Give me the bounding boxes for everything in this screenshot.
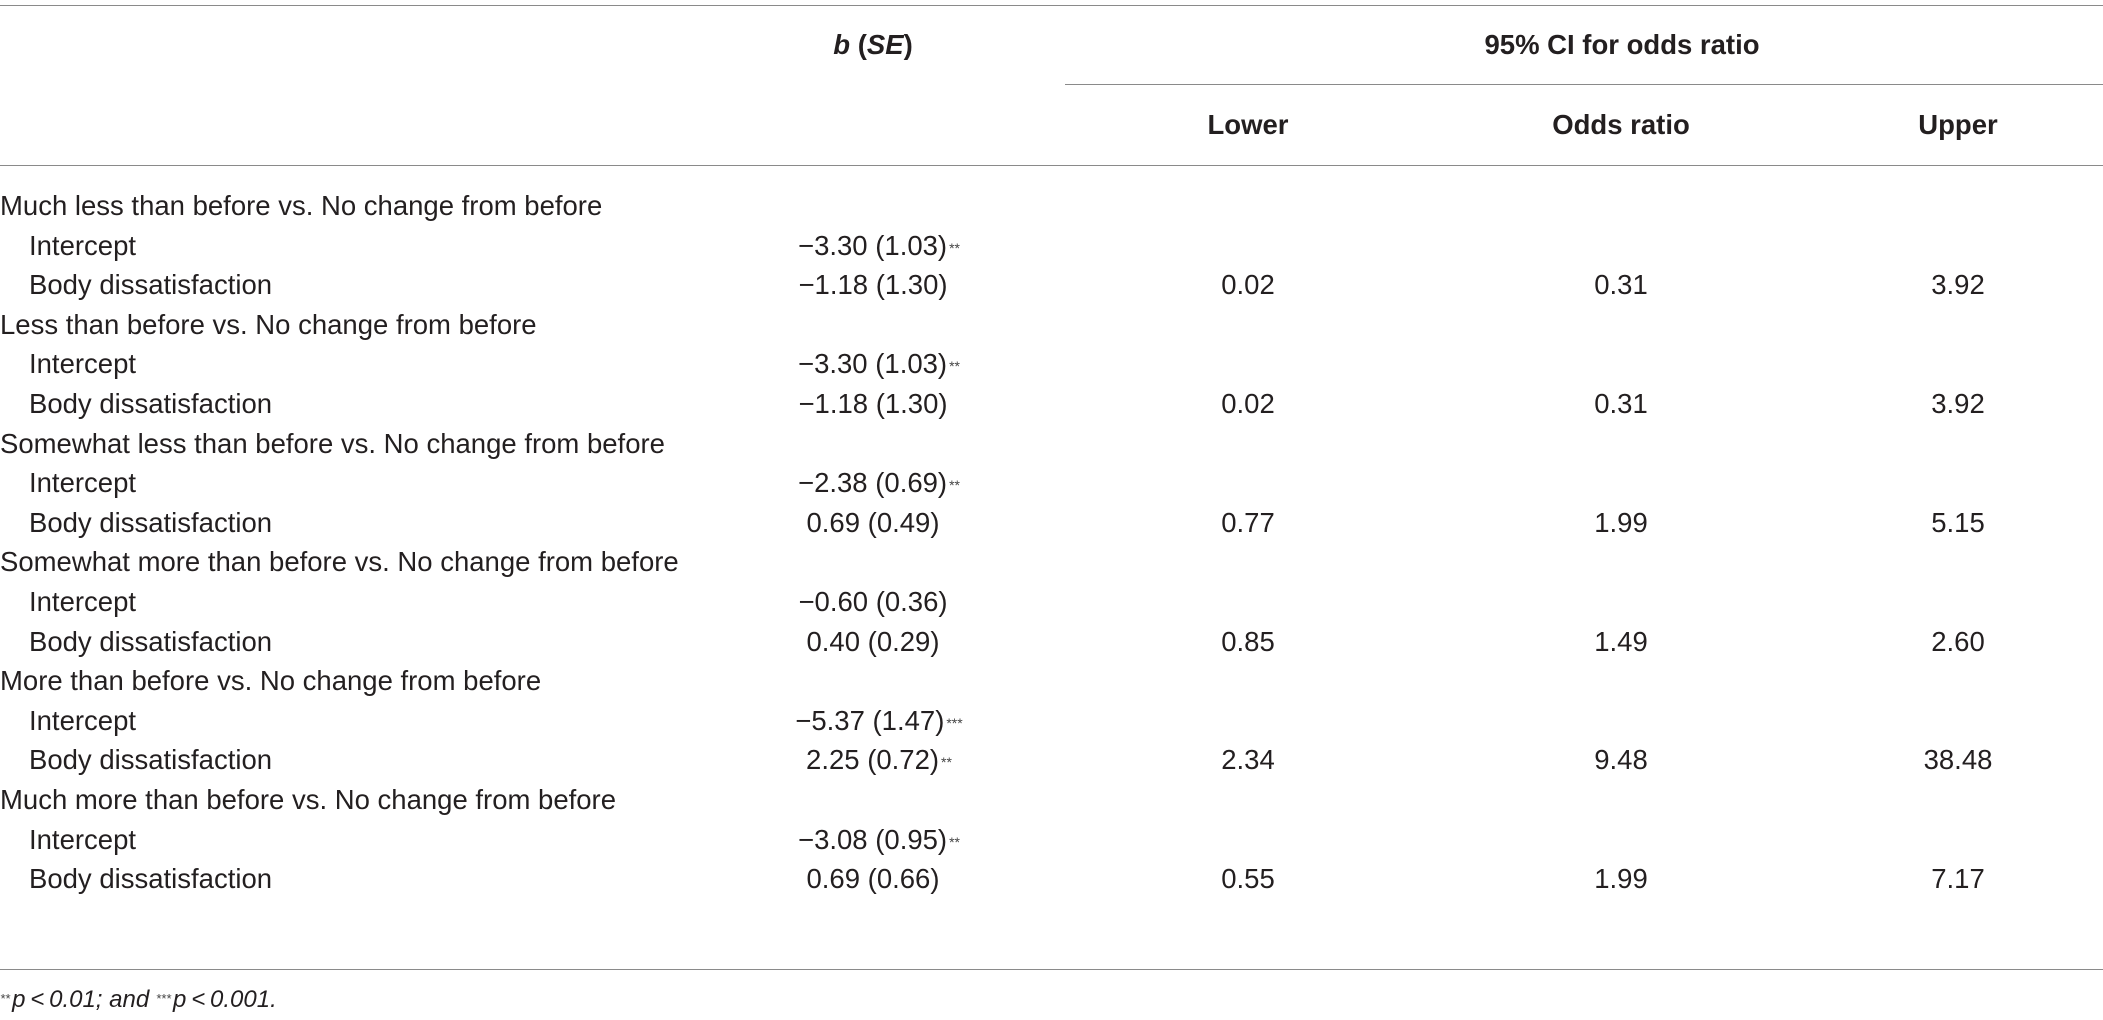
row-label: Body dissatisfaction <box>29 744 273 775</box>
odds-ratio-value: 1.49 <box>1594 626 1648 657</box>
significance-marker: ** <box>949 834 960 850</box>
header-b: b <box>833 29 851 60</box>
row-label: Body dissatisfaction <box>29 388 273 419</box>
significance-marker: *** <box>946 715 963 731</box>
b-se-value: 0.69 (0.66) <box>806 862 939 896</box>
ci-lower-value: 0.85 <box>1221 626 1275 657</box>
bottom-rule <box>0 969 2103 970</box>
b-se-value: −1.18 (1.30) <box>798 387 947 421</box>
odds-ratio-value: 0.31 <box>1594 388 1648 419</box>
footnote-sig2: *** <box>155 991 172 1006</box>
row-label: Intercept <box>29 705 137 736</box>
ci-upper-value: 38.48 <box>1923 744 1993 775</box>
ci-upper-value: 2.60 <box>1931 626 1985 657</box>
b-se-value: −1.18 (1.30) <box>798 268 947 302</box>
b-se-text: −3.30 (1.03) <box>798 348 948 379</box>
b-se-value: −3.08 (0.95) ** <box>798 823 960 857</box>
ci-lower-value: 2.34 <box>1221 744 1275 775</box>
header-odds-ratio: Odds ratio <box>1552 109 1690 140</box>
group-label: Somewhat more than before vs. No change … <box>0 546 679 577</box>
b-se-text: −2.38 (0.69) <box>798 467 948 498</box>
b-se-text: −1.18 (1.30) <box>798 269 948 300</box>
b-se-value: 0.69 (0.49) <box>806 506 939 540</box>
b-se-value: −3.30 (1.03) ** <box>798 347 960 381</box>
group-label: Much less than before vs. No change from… <box>0 190 603 221</box>
odds-ratio-value: 1.99 <box>1594 507 1648 538</box>
odds-ratio-value: 0.31 <box>1594 269 1648 300</box>
b-se-text: −1.18 (1.30) <box>798 388 948 419</box>
significance-marker: ** <box>949 477 960 493</box>
row-label: Intercept <box>29 824 137 855</box>
header-paren-open: ( <box>850 29 867 60</box>
b-se-value: −5.37 (1.47) *** <box>795 704 962 738</box>
header-upper: Upper <box>1918 109 1998 140</box>
ci-lower-value: 0.02 <box>1221 269 1275 300</box>
b-se-text: −3.30 (1.03) <box>798 230 948 261</box>
header-b-se: b (SE) <box>833 28 912 62</box>
footnote-text2: p < 0.001. <box>173 986 277 1013</box>
ci-upper-value: 3.92 <box>1931 388 1985 419</box>
header-ci-group: 95% CI for odds ratio <box>1484 29 1760 60</box>
b-se-value: −2.38 (0.69) ** <box>798 466 960 500</box>
b-se-text: 0.40 (0.29) <box>806 626 940 657</box>
b-se-text: 0.69 (0.49) <box>806 507 940 538</box>
ci-lower-value: 0.02 <box>1221 388 1275 419</box>
group-label: Somewhat less than before vs. No change … <box>0 428 665 459</box>
b-se-text: −5.37 (1.47) <box>795 705 945 736</box>
row-label: Body dissatisfaction <box>29 269 273 300</box>
ci-upper-value: 5.15 <box>1931 507 1985 538</box>
header-lower: Lower <box>1207 109 1289 140</box>
row-label: Intercept <box>29 230 137 261</box>
footnote-sig1: ** <box>0 991 11 1006</box>
group-label: Much more than before vs. No change from… <box>0 784 617 815</box>
significance-marker: ** <box>949 240 960 256</box>
b-se-text: −0.60 (0.36) <box>798 586 948 617</box>
row-label: Intercept <box>29 586 137 617</box>
ci-lower-value: 0.55 <box>1221 863 1275 894</box>
b-se-value: 0.40 (0.29) <box>806 625 939 659</box>
b-se-text: 2.25 (0.72) <box>806 744 940 775</box>
top-rule <box>0 5 2103 6</box>
odds-ratio-value: 1.99 <box>1594 863 1648 894</box>
significance-marker: ** <box>949 358 960 374</box>
row-label: Intercept <box>29 467 137 498</box>
b-se-value: −3.30 (1.03) ** <box>798 229 960 263</box>
b-se-text: 0.69 (0.66) <box>806 863 940 894</box>
header-paren-close: ) <box>903 29 913 60</box>
significance-marker: ** <box>941 754 952 770</box>
row-label: Body dissatisfaction <box>29 863 273 894</box>
ci-group-rule <box>1065 84 2103 85</box>
odds-ratio-value: 9.48 <box>1594 744 1648 775</box>
footnote: **p < 0.01; and ***p < 0.001. <box>0 985 277 1015</box>
ci-upper-value: 7.17 <box>1931 863 1985 894</box>
row-label: Body dissatisfaction <box>29 507 273 538</box>
ci-lower-value: 0.77 <box>1221 507 1275 538</box>
header-bottom-rule <box>0 165 2103 166</box>
row-label: Body dissatisfaction <box>29 626 273 657</box>
row-label: Intercept <box>29 348 137 379</box>
b-se-value: −0.60 (0.36) <box>798 585 947 619</box>
b-se-text: −3.08 (0.95) <box>798 824 948 855</box>
header-se: SE <box>866 29 904 60</box>
ci-upper-value: 3.92 <box>1931 269 1985 300</box>
b-se-value: 2.25 (0.72) ** <box>806 743 952 777</box>
footnote-text1: p < 0.01; and <box>12 986 156 1013</box>
group-label: More than before vs. No change from befo… <box>0 665 542 696</box>
group-label: Less than before vs. No change from befo… <box>0 309 537 340</box>
